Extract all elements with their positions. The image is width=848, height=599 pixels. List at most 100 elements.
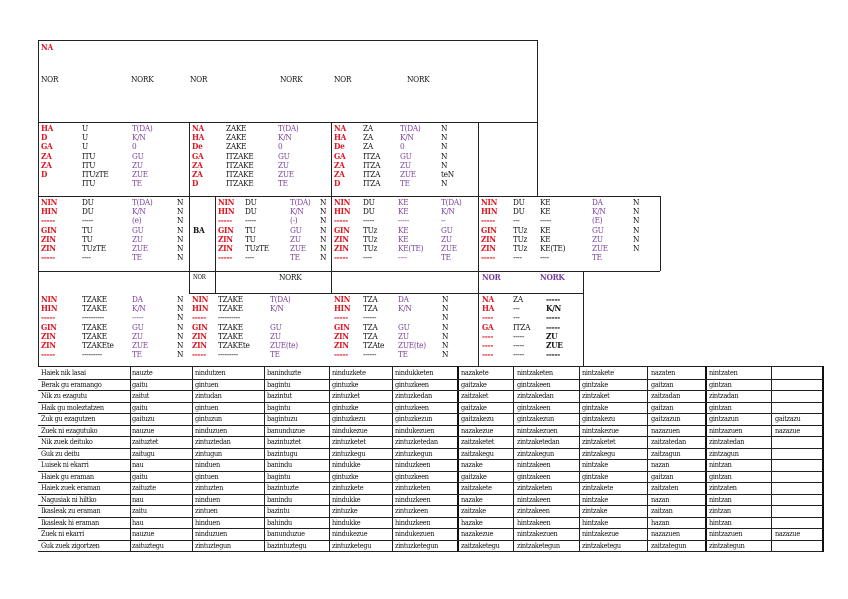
grid-cell: nau bbox=[132, 495, 144, 504]
grid-cell: nintzakezuen bbox=[517, 426, 558, 435]
grid-cell: gaitzake bbox=[461, 403, 487, 412]
grid-cell: nintzan bbox=[709, 495, 732, 504]
grid-row-label: Haiek gu eraman bbox=[41, 472, 94, 481]
grid-cell: zaitzakete bbox=[461, 483, 492, 492]
grid-cell: gintzakezu bbox=[582, 414, 615, 423]
grid-row-label: Berak gu eramango bbox=[41, 380, 102, 389]
block2-col-ke: KE KE ----- KE KE KE(TE) ---- bbox=[398, 198, 424, 263]
grid-cell: nazakete bbox=[461, 368, 489, 377]
grid-row-divider bbox=[38, 540, 823, 541]
grid-cell: gintuzkeen bbox=[395, 403, 429, 412]
grid-cell: zintzakedan bbox=[517, 391, 554, 400]
grid-cell: hau bbox=[132, 518, 144, 527]
block3-col-nork: DA K/N ----- GU ZU ZUE TE bbox=[132, 295, 148, 360]
block3-header-nork: NORK bbox=[279, 273, 302, 282]
grid-cell: zaitzan bbox=[651, 506, 673, 515]
grid-cell: nintzakeen bbox=[517, 460, 551, 469]
grid-cell: gaitzazun bbox=[651, 414, 681, 423]
grid-cell: gaitzazu bbox=[775, 414, 801, 423]
grid-cell: nazake bbox=[461, 495, 483, 504]
grid-cell: zaitzadan bbox=[651, 391, 681, 400]
block2-col-du: DU DU ----- TU TU TUzTE ---- bbox=[82, 198, 106, 263]
grid-cell: gaituzu bbox=[132, 414, 155, 423]
grid-cell: gintuen bbox=[195, 403, 219, 412]
grid-row-divider bbox=[38, 448, 823, 449]
grid-cell: zaitzategun bbox=[651, 541, 687, 550]
grid-cell: zintzake bbox=[582, 506, 608, 515]
grid-cell: zaitugu bbox=[132, 449, 155, 458]
block2-col-nor-4: NIN HIN ----- GIN ZIN ZIN ----- bbox=[481, 197, 498, 263]
grid-cell: nindukke bbox=[332, 460, 361, 469]
grid-cell: zintuen bbox=[195, 506, 218, 515]
grid-cell: gintzakeen bbox=[517, 472, 551, 481]
grid-cell: nazan bbox=[651, 495, 670, 504]
block2-col-nor: NIN HIN ----- GIN ZIN ZIN ----- bbox=[41, 197, 58, 263]
grid-cell: nazazuen bbox=[651, 426, 680, 435]
block1-col-nor-3: NA HA De GA ZA ZA D bbox=[334, 123, 347, 189]
grid-row-divider bbox=[38, 471, 823, 472]
grid-cell: nintzazuen bbox=[709, 426, 743, 435]
grid-cell: ninduzuen bbox=[195, 529, 227, 538]
grid-cell: ninduen bbox=[195, 460, 220, 469]
block1-col-nor-2: NA HA De GA ZA ZA D bbox=[192, 123, 205, 189]
grid-cell: bazintuztet bbox=[267, 437, 301, 446]
grid-row-label: Haiek nik lasai bbox=[41, 368, 86, 377]
grid-row-label: Guk zu deitu bbox=[41, 449, 80, 458]
block2-col-n-2: N N N N N N N bbox=[320, 198, 327, 263]
grid-cell: nintzakezue bbox=[582, 529, 619, 538]
header-nork-2: NORK bbox=[280, 75, 303, 84]
grid-row-label: Zuek ni ekarri bbox=[41, 529, 84, 538]
grid-row-label: Nik zuek deituko bbox=[41, 437, 93, 446]
block3-col-nork-3: DA K/N GU ZU ZUE(te) TE bbox=[398, 295, 426, 360]
grid-cell: zintuzkedan bbox=[395, 391, 432, 400]
grid-row-divider bbox=[38, 390, 823, 391]
grid-cell: banunduzue bbox=[267, 426, 305, 435]
grid-cell: zaitzaket bbox=[461, 391, 489, 400]
grid-row-label: Zuek ni ezagutuko bbox=[41, 426, 98, 435]
grid-row-label: Luisek ni ekarri bbox=[41, 460, 89, 469]
grid-cell: nindukezue bbox=[332, 426, 368, 435]
block1-col-nor: HA D GA ZA ZA D bbox=[41, 123, 54, 180]
grid-cell: zintuzten bbox=[195, 483, 224, 492]
block1-col-nork: T(DA) K/N 0 GU ZU ZUE TE bbox=[132, 124, 153, 189]
grid-row-divider bbox=[38, 517, 823, 518]
grid-cell: gintzakeen bbox=[517, 380, 551, 389]
grid-cell: hintzakeen bbox=[517, 518, 551, 527]
grid-cell: gaitu bbox=[132, 380, 148, 389]
grid-cell: zintuzket bbox=[332, 391, 360, 400]
block2-col-nor-3: NIN HIN ----- GIN ZIN ZIN ----- bbox=[334, 197, 351, 263]
block3-col-n-2: N N N N N N N bbox=[442, 295, 449, 360]
grid-cell: zaitut bbox=[132, 391, 150, 400]
grid-cell: gintzakezun bbox=[517, 414, 554, 423]
grid-cell: zaitzagun bbox=[651, 449, 681, 458]
grid-cell: zintzadan bbox=[709, 391, 739, 400]
block2-col-nork: T(DA) K/N (e) GU ZU ZUE TE bbox=[132, 198, 153, 263]
grid-row-label: Nik zu ezagutu bbox=[41, 391, 87, 400]
grid-cell: bazintuzte bbox=[267, 483, 299, 492]
grid-cell: zintzan bbox=[709, 506, 731, 515]
grid-cell: zintuzketegu bbox=[332, 541, 372, 550]
grid-cell: ninduzkeen bbox=[395, 460, 431, 469]
grid-cell: ninduzkeen bbox=[395, 495, 431, 504]
grid-cell: gintzake bbox=[582, 380, 608, 389]
block2-col-du-4: DU DU --- TUz TUz TUz ---- bbox=[513, 198, 528, 263]
grid-cell: zintzaketet bbox=[582, 437, 616, 446]
grid-row-divider bbox=[38, 425, 823, 426]
grid-cell: nintzakeen bbox=[517, 495, 551, 504]
ba-label: BA bbox=[193, 225, 205, 235]
grid-cell: zintzaketen bbox=[517, 483, 552, 492]
grid-cell: gintzan bbox=[709, 403, 732, 412]
block3-col-tzake-2: TZAKE TZAKE ---------- TZAKE TZAKE TZAKE… bbox=[218, 295, 250, 360]
grid-cell: gintuen bbox=[195, 380, 219, 389]
grid-cell: nazazue bbox=[775, 426, 800, 435]
grid-row-label: Haik gu moleztatzen bbox=[41, 403, 104, 412]
grid-cell: bagintu bbox=[267, 380, 291, 389]
grid-cell: gintzazun bbox=[709, 414, 739, 423]
grid-row-label: Ikasleak zu eraman bbox=[41, 506, 101, 515]
grid-cell: nazaten bbox=[651, 368, 676, 377]
block1-col-n: N N N N N teN N bbox=[441, 124, 454, 189]
grid-cell: gintzakeen bbox=[517, 403, 551, 412]
grid-cell: nintzakezuen bbox=[517, 529, 558, 538]
grid-cell: gaitu bbox=[132, 472, 148, 481]
